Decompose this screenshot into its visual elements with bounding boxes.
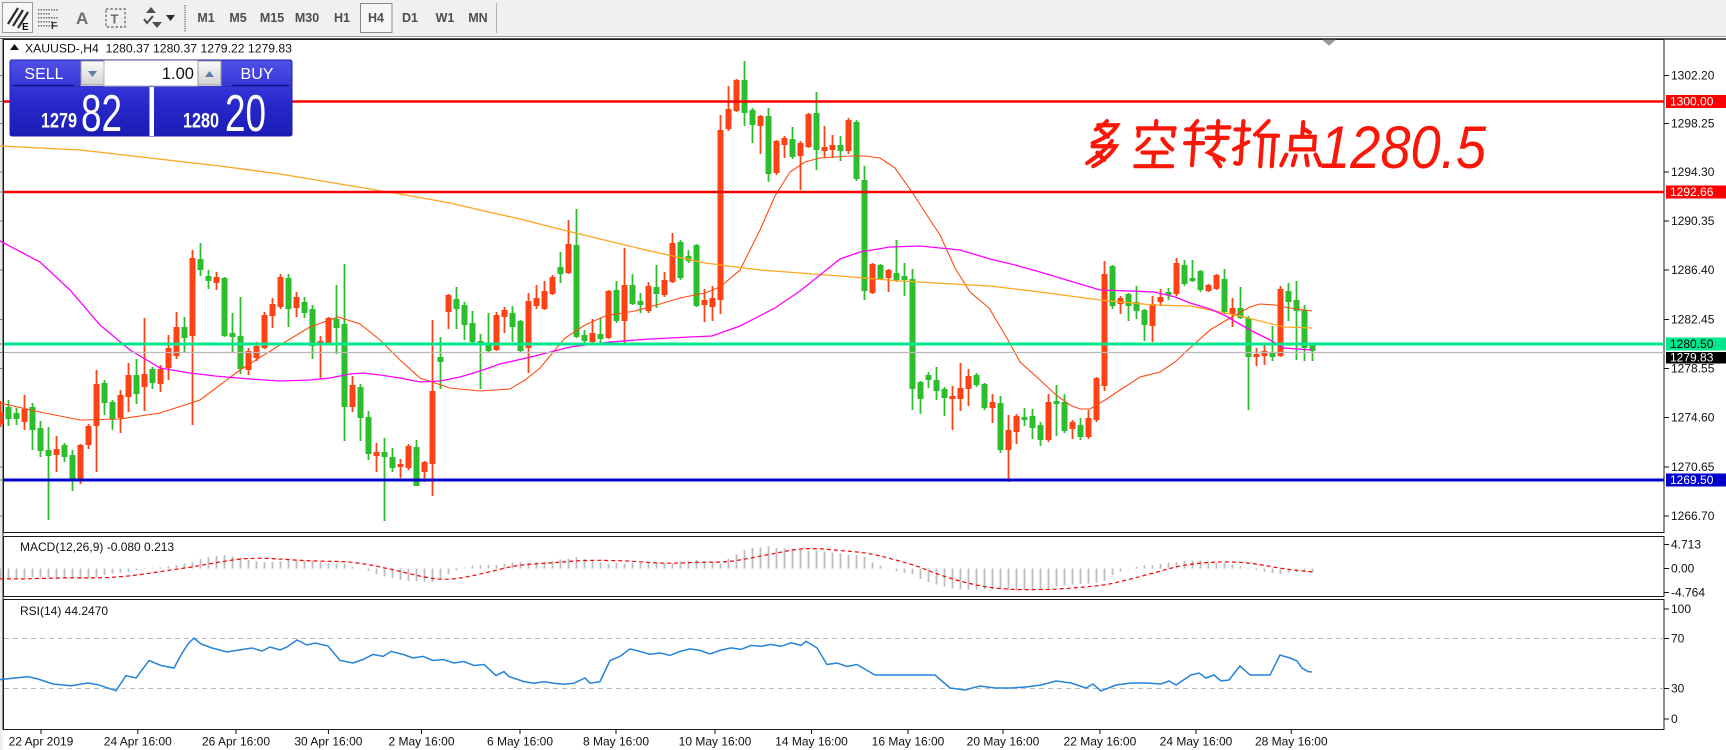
svg-text:1278.55: 1278.55 bbox=[1671, 362, 1715, 376]
svg-text:30: 30 bbox=[1671, 682, 1685, 696]
svg-text:M15: M15 bbox=[260, 11, 284, 25]
svg-text:1266.70: 1266.70 bbox=[1671, 509, 1715, 523]
svg-text:1279: 1279 bbox=[41, 110, 77, 133]
svg-text:26 Apr 16:00: 26 Apr 16:00 bbox=[202, 735, 270, 749]
svg-text:SELL: SELL bbox=[24, 66, 63, 83]
svg-text:0.00: 0.00 bbox=[1671, 562, 1695, 576]
svg-text:20: 20 bbox=[225, 85, 266, 143]
svg-text:1286.40: 1286.40 bbox=[1671, 263, 1715, 277]
svg-text:22 May 16:00: 22 May 16:00 bbox=[1064, 735, 1137, 749]
svg-text:1290.35: 1290.35 bbox=[1671, 214, 1715, 228]
svg-text:MN: MN bbox=[468, 11, 487, 25]
svg-text:30 Apr 16:00: 30 Apr 16:00 bbox=[294, 735, 362, 749]
svg-text:T: T bbox=[111, 12, 119, 27]
svg-text:E: E bbox=[22, 22, 29, 33]
svg-text:1.00: 1.00 bbox=[162, 65, 194, 83]
svg-text:1282.45: 1282.45 bbox=[1671, 313, 1715, 327]
svg-text:14 May 16:00: 14 May 16:00 bbox=[775, 735, 848, 749]
svg-text:22 Apr 2019: 22 Apr 2019 bbox=[9, 735, 74, 749]
svg-text:4.713: 4.713 bbox=[1671, 538, 1701, 552]
svg-text:1280.50: 1280.50 bbox=[1670, 337, 1714, 351]
svg-text:D1: D1 bbox=[402, 11, 418, 25]
svg-text:-4.764: -4.764 bbox=[1671, 586, 1705, 600]
svg-text:6 May 16:00: 6 May 16:00 bbox=[487, 735, 553, 749]
svg-text:BUY: BUY bbox=[241, 66, 274, 83]
svg-text:M30: M30 bbox=[295, 11, 319, 25]
svg-text:M5: M5 bbox=[229, 11, 246, 25]
svg-text:M1: M1 bbox=[197, 11, 214, 25]
svg-text:24 Apr 16:00: 24 Apr 16:00 bbox=[104, 735, 172, 749]
svg-text:1274.60: 1274.60 bbox=[1671, 411, 1715, 425]
svg-text:1302.20: 1302.20 bbox=[1671, 69, 1715, 83]
svg-text:1269.50: 1269.50 bbox=[1670, 473, 1714, 487]
svg-text:82: 82 bbox=[81, 85, 122, 143]
svg-text:W1: W1 bbox=[436, 11, 455, 25]
svg-text:1300.00: 1300.00 bbox=[1670, 95, 1714, 109]
svg-text:1298.25: 1298.25 bbox=[1671, 117, 1715, 131]
svg-text:RSI(14) 44.2470: RSI(14) 44.2470 bbox=[20, 604, 108, 618]
svg-text:1280: 1280 bbox=[183, 110, 219, 133]
svg-text:1294.30: 1294.30 bbox=[1671, 165, 1715, 179]
svg-text:XAUUSD-,H4 1280.37 1280.37 12: XAUUSD-,H4 1280.37 1280.37 1279.22 1279.… bbox=[25, 42, 292, 56]
svg-text:1280.5: 1280.5 bbox=[1320, 114, 1487, 181]
svg-text:28 May 16:00: 28 May 16:00 bbox=[1255, 735, 1328, 749]
svg-text:10 May 16:00: 10 May 16:00 bbox=[679, 735, 752, 749]
svg-text:0: 0 bbox=[1671, 712, 1678, 726]
svg-text:70: 70 bbox=[1671, 632, 1685, 646]
svg-text:MACD(12,26,9) -0.080 0.213: MACD(12,26,9) -0.080 0.213 bbox=[20, 540, 174, 554]
svg-text:1270.65: 1270.65 bbox=[1671, 460, 1715, 474]
svg-text:2 May 16:00: 2 May 16:00 bbox=[388, 735, 454, 749]
svg-text:A: A bbox=[76, 9, 88, 28]
svg-text:F: F bbox=[51, 21, 57, 32]
svg-text:1292.66: 1292.66 bbox=[1670, 185, 1714, 199]
svg-text:24 May 16:00: 24 May 16:00 bbox=[1160, 735, 1233, 749]
svg-text:H4: H4 bbox=[368, 11, 384, 25]
svg-text:H1: H1 bbox=[334, 11, 350, 25]
svg-text:1279.83: 1279.83 bbox=[1670, 351, 1714, 365]
svg-text:20 May 16:00: 20 May 16:00 bbox=[967, 735, 1040, 749]
svg-text:8 May 16:00: 8 May 16:00 bbox=[583, 735, 649, 749]
svg-text:16 May 16:00: 16 May 16:00 bbox=[872, 735, 945, 749]
svg-text:100: 100 bbox=[1671, 602, 1691, 616]
